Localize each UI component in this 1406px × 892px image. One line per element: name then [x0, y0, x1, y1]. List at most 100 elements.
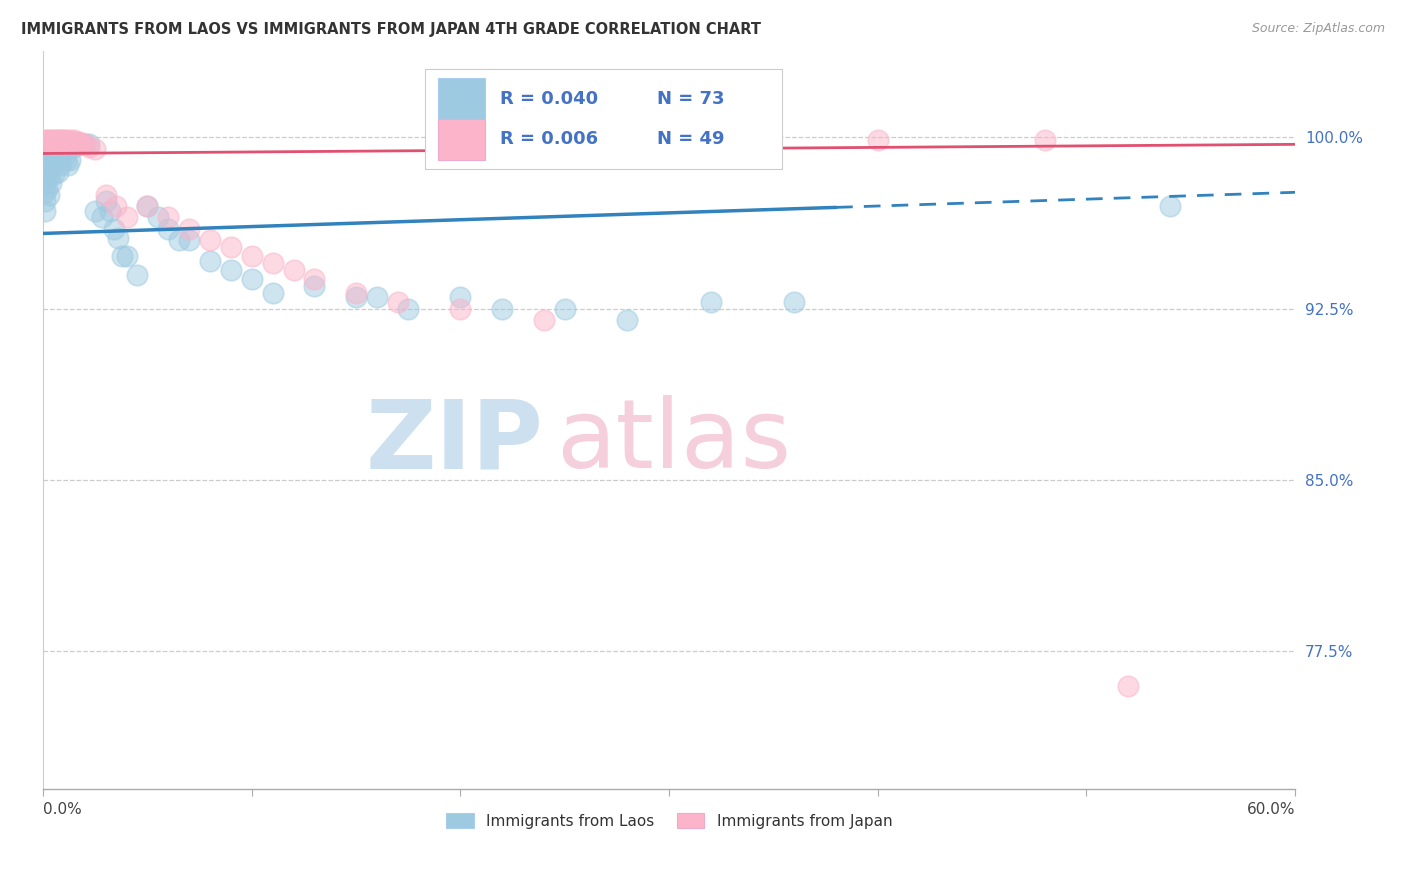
Point — [49, 133, 72, 147]
Point — [219, 240, 242, 254]
Point — [198, 253, 221, 268]
Point — [37, 135, 59, 149]
Point — [67, 137, 90, 152]
Text: R = 0.006: R = 0.006 — [501, 130, 598, 148]
Point — [198, 233, 221, 247]
Point — [59, 133, 82, 147]
Text: IMMIGRANTS FROM LAOS VS IMMIGRANTS FROM JAPAN 4TH GRADE CORRELATION CHART: IMMIGRANTS FROM LAOS VS IMMIGRANTS FROM … — [21, 22, 761, 37]
Point — [45, 133, 67, 147]
Point — [387, 295, 409, 310]
Point — [94, 194, 117, 209]
Text: atlas: atlas — [557, 395, 792, 488]
Point — [42, 137, 65, 152]
Point — [67, 135, 90, 149]
Text: 60.0%: 60.0% — [1247, 802, 1295, 817]
Point — [157, 222, 180, 236]
Point — [179, 233, 201, 247]
Point — [55, 153, 77, 168]
Point — [73, 137, 96, 152]
Point — [105, 199, 128, 213]
Text: 0.0%: 0.0% — [44, 802, 82, 817]
Point — [38, 133, 60, 147]
Point — [34, 203, 56, 218]
Point — [69, 137, 91, 152]
Point — [77, 139, 100, 153]
Point — [60, 137, 83, 152]
Point — [304, 272, 326, 286]
Point — [41, 135, 63, 149]
Point — [491, 301, 513, 316]
Point — [34, 186, 56, 200]
FancyBboxPatch shape — [437, 119, 485, 160]
Point — [450, 301, 472, 316]
Point — [49, 137, 72, 152]
Point — [56, 158, 79, 172]
Point — [53, 149, 76, 163]
Point — [55, 137, 77, 152]
Point — [60, 137, 83, 152]
Point — [90, 211, 112, 225]
FancyBboxPatch shape — [425, 69, 782, 169]
Point — [94, 187, 117, 202]
Point — [51, 133, 73, 147]
Point — [37, 153, 59, 168]
Point — [344, 290, 367, 304]
Point — [262, 256, 284, 270]
Point — [45, 135, 67, 149]
Point — [65, 137, 87, 152]
Point — [344, 285, 367, 300]
Point — [262, 285, 284, 300]
Point — [38, 153, 60, 168]
Point — [46, 165, 69, 179]
Point — [45, 153, 67, 168]
Point — [63, 133, 86, 147]
Point — [56, 135, 79, 149]
Point — [366, 290, 388, 304]
Point — [59, 153, 82, 168]
Point — [34, 176, 56, 190]
Point — [45, 135, 67, 149]
Point — [219, 263, 242, 277]
Point — [77, 137, 100, 152]
Point — [450, 290, 472, 304]
Point — [283, 263, 305, 277]
Point — [34, 194, 56, 209]
Point — [53, 137, 76, 152]
Point — [42, 133, 65, 147]
Legend: Immigrants from Laos, Immigrants from Japan: Immigrants from Laos, Immigrants from Ja… — [439, 805, 900, 836]
Point — [38, 135, 60, 149]
Point — [125, 268, 148, 282]
Point — [37, 133, 59, 147]
Point — [107, 231, 129, 245]
Point — [136, 199, 159, 213]
Point — [304, 279, 326, 293]
Point — [1033, 133, 1056, 147]
Point — [240, 272, 263, 286]
Point — [533, 313, 555, 327]
Point — [37, 180, 59, 194]
Point — [38, 144, 60, 158]
Point — [69, 137, 91, 152]
Point — [866, 133, 889, 147]
Point — [42, 167, 65, 181]
Point — [103, 222, 125, 236]
Point — [616, 133, 638, 147]
Point — [63, 139, 86, 153]
Point — [38, 135, 60, 149]
Point — [46, 133, 69, 147]
Text: Source: ZipAtlas.com: Source: ZipAtlas.com — [1251, 22, 1385, 36]
Point — [42, 137, 65, 152]
Point — [53, 137, 76, 152]
Point — [157, 211, 180, 225]
Point — [41, 142, 63, 156]
Point — [84, 203, 107, 218]
Point — [111, 249, 134, 263]
Point — [38, 169, 60, 184]
Point — [616, 313, 638, 327]
Point — [53, 133, 76, 147]
Text: ZIP: ZIP — [366, 395, 544, 488]
Point — [179, 222, 201, 236]
Point — [783, 295, 806, 310]
Point — [115, 211, 138, 225]
Point — [396, 301, 419, 316]
